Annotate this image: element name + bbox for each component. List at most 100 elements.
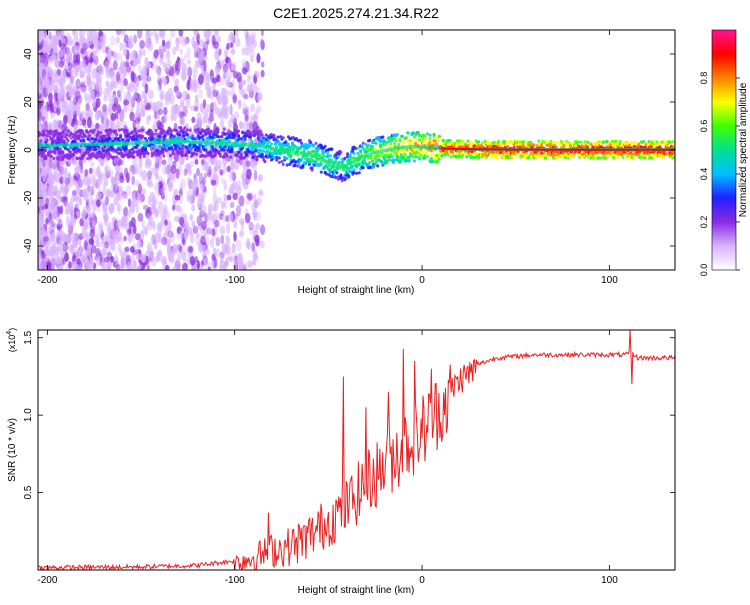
spectrogram-band-cell — [293, 163, 297, 167]
spectrogram-noise-cell — [97, 63, 102, 75]
spectrogram-band-cell — [229, 155, 233, 159]
spectrogram-noise-cell — [253, 193, 257, 201]
spectrogram-noise-cell — [111, 51, 118, 59]
spectrogram-band-cell — [532, 143, 536, 147]
spectrogram-band-cell — [166, 132, 170, 136]
spectrogram-noise-cell — [251, 242, 256, 253]
spectrogram-noise-cell — [86, 73, 92, 83]
spectrogram-band-cell — [481, 154, 485, 158]
spectrogram-noise-cell — [176, 104, 182, 113]
spectrogram-noise-cell — [236, 37, 241, 48]
spectrogram-noise-cell — [158, 44, 164, 56]
spectrogram-noise-cell — [73, 240, 78, 249]
spectrogram-noise-cell — [224, 105, 230, 112]
spectrogram-noise-cell — [57, 99, 62, 109]
spectrogram-noise-cell — [229, 256, 235, 262]
spectrogram-band-cell — [314, 141, 318, 146]
spectrogram-noise-cell — [242, 264, 247, 270]
spectrogram-noise-cell — [208, 30, 213, 36]
spectrogram-noise-cell — [43, 74, 50, 87]
spectrogram-noise-cell — [201, 265, 207, 270]
spectrogram-band-cell — [373, 157, 377, 161]
spectrogram-band-cell — [423, 156, 427, 160]
spectrogram-band-cell — [322, 154, 326, 158]
spectrogram-band-cell — [356, 146, 360, 150]
spectrogram-noise-cell — [183, 53, 188, 61]
spectrogram-noise-cell — [127, 85, 131, 95]
spectrogram-noise-cell — [211, 77, 218, 84]
spectrogram-noise-cell — [104, 195, 109, 206]
spectrogram-band-cell — [44, 148, 48, 152]
spectrogram-noise-cell — [240, 89, 245, 98]
spectrogram-noise-cell — [230, 64, 236, 71]
spectrogram-noise-cell — [226, 222, 231, 234]
spectrogram-band-cell — [141, 128, 145, 132]
spectrogram-noise-cell — [118, 237, 125, 244]
spectrogram-band-cell — [466, 144, 470, 148]
spectrogram-noise-cell — [75, 44, 81, 55]
spectrogram-noise-cell — [52, 69, 59, 78]
spectrogram-band-cell — [109, 129, 113, 133]
spectrogram-band-cell — [328, 154, 332, 158]
spectrogram-band-cell — [125, 129, 129, 133]
spectrogram-noise-cell — [107, 84, 113, 92]
spectrogram-noise-cell — [60, 30, 65, 36]
spectrogram-band-cell — [74, 149, 78, 154]
spectrogram-band-cell — [239, 152, 243, 156]
spectrogram-band-cell — [81, 129, 85, 134]
spectrogram-noise-cell — [86, 204, 92, 214]
spectrogram-band-cell — [277, 141, 281, 145]
spectrogram-noise-cell — [147, 196, 151, 206]
spectrogram-band-cell — [359, 149, 363, 154]
spectrogram-noise-cell — [207, 168, 212, 178]
spectrogram-band-cell — [195, 152, 199, 156]
spectrogram-band-cell — [304, 157, 308, 161]
spectrogram-noise-cell — [220, 201, 226, 210]
spectrogram-band-cell — [224, 132, 228, 136]
spectrogram-noise-cell — [201, 115, 207, 125]
spectrogram-band-cell — [151, 132, 155, 136]
spectrogram-noise-cell — [75, 186, 81, 194]
spectrogram-noise-cell — [83, 50, 88, 57]
spectrogram-noise-cell — [52, 245, 57, 255]
spectrogram-noise-cell — [76, 58, 81, 66]
spectrogram-band-cell — [91, 137, 95, 141]
spectrogram-noise-cell — [233, 111, 240, 120]
spectrogram-band-cell — [408, 154, 412, 158]
spectrogram-noise-cell — [217, 93, 223, 105]
spectrogram-noise-cell — [115, 36, 120, 45]
spectrogram-band-cell — [450, 150, 454, 154]
spectrogram-noise-cell — [144, 83, 149, 94]
spectrogram-noise-cell — [236, 193, 241, 204]
spectrogram-noise-cell — [56, 224, 61, 231]
spectrogram-noise-cell — [64, 64, 70, 73]
spectrogram-noise-cell — [60, 196, 67, 203]
spectrogram-band-cell — [144, 147, 148, 151]
spectrogram-noise-cell — [219, 225, 226, 235]
spectrogram-noise-cell — [62, 185, 69, 197]
spectrogram-noise-cell — [104, 165, 108, 175]
spectrogram-band-cell — [346, 170, 350, 174]
spectrogram-noise-cell — [241, 176, 246, 187]
spectrogram-band-cell — [368, 160, 372, 165]
spectrogram-band-cell — [279, 151, 283, 155]
spectrogram-noise-cell — [120, 256, 126, 268]
spectrogram-noise-cell — [159, 54, 164, 63]
spectrogram-band-cell — [263, 159, 267, 164]
spectrogram-noise-cell — [99, 160, 105, 167]
spectrogram-noise-cell — [81, 38, 87, 50]
spectrogram-noise-cell — [146, 212, 152, 221]
spectrogram-noise-cell — [107, 93, 112, 103]
spectrogram-band-cell — [92, 128, 96, 132]
spectrogram-band-cell — [465, 155, 469, 159]
spectrogram-band-cell — [102, 148, 106, 153]
spectrogram-noise-cell — [60, 86, 65, 93]
spectrogram-band-cell — [272, 156, 276, 160]
spectrogram-noise-cell — [127, 260, 132, 267]
spectrogram-band-cell — [77, 137, 81, 141]
spectrogram-noise-cell — [209, 238, 215, 249]
spectrogram-band-cell — [100, 138, 104, 142]
spectrogram-noise-cell — [220, 210, 225, 217]
spectrogram-noise-cell — [215, 248, 221, 258]
spectrogram-noise-cell — [60, 234, 67, 241]
